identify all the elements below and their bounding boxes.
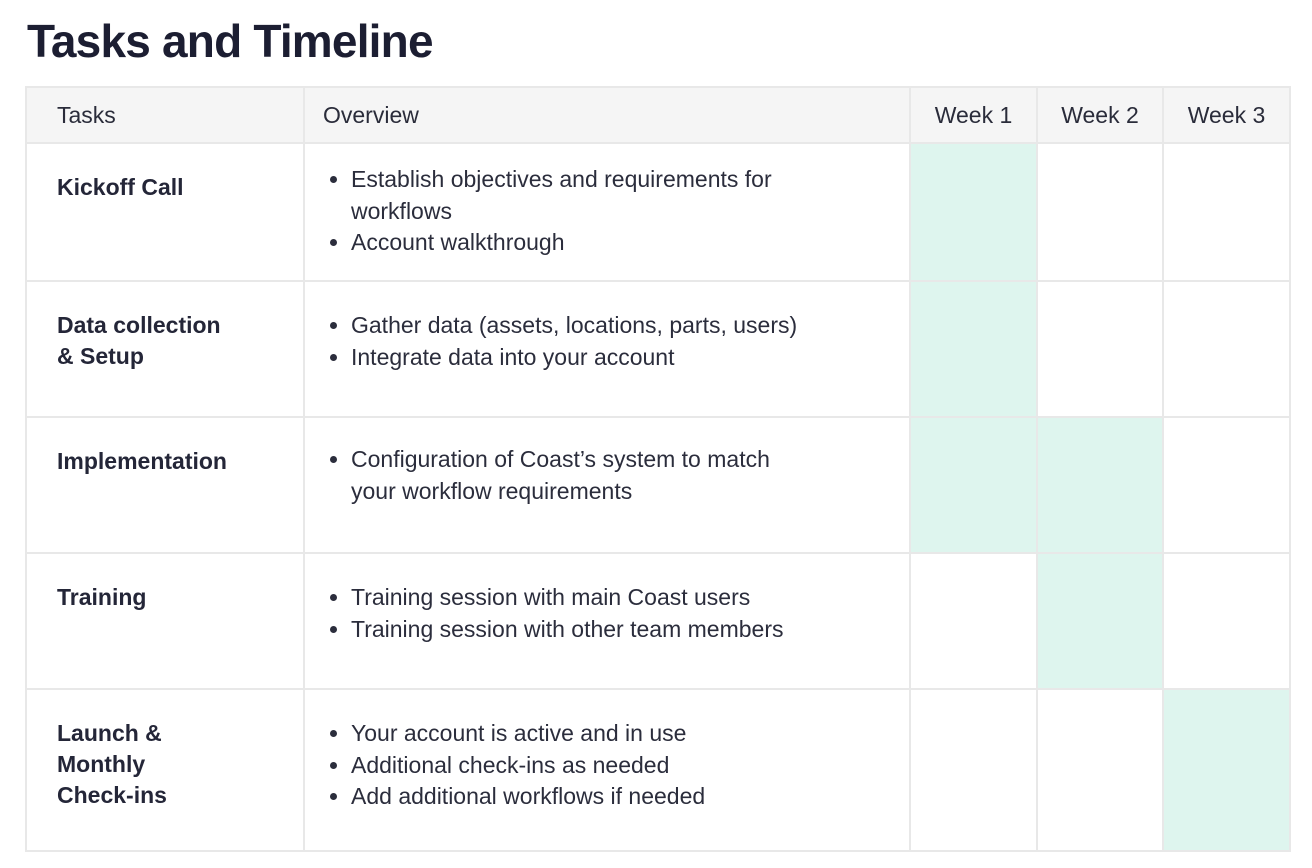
overview-cell: Configuration of Coast’s system to match…	[303, 416, 911, 554]
task-name: Training	[25, 552, 305, 690]
task-name: Implementation	[25, 416, 305, 554]
list-item: Establish objectives and requirements fo…	[351, 164, 791, 227]
list-item: Training session with main Coast users	[351, 582, 893, 614]
list-item: Training session with other team members	[351, 614, 893, 646]
week-2-cell	[1036, 280, 1164, 418]
overview-list: Gather data (assets, locations, parts, u…	[325, 310, 893, 373]
overview-list: Establish objectives and requirements fo…	[325, 164, 893, 259]
table-row: Launch & Monthly Check-ins Your account …	[25, 688, 1291, 852]
list-item: Your account is active and in use	[351, 718, 893, 750]
week-3-cell	[1162, 688, 1291, 852]
overview-cell: Gather data (assets, locations, parts, u…	[303, 280, 911, 418]
list-item: Integrate data into your account	[351, 342, 893, 374]
task-name: Data collection & Setup	[25, 280, 305, 418]
table-row: Data collection & Setup Gather data (ass…	[25, 280, 1291, 418]
overview-list: Your account is active and in use Additi…	[325, 718, 893, 813]
table-row: Kickoff Call Establish objectives and re…	[25, 142, 1291, 282]
tasks-timeline-table: Tasks Overview Week 1 Week 2 Week 3 Kick…	[25, 86, 1291, 852]
table-row: Implementation Configuration of Coast’s …	[25, 416, 1291, 554]
column-header-tasks: Tasks	[25, 86, 305, 144]
table-header-row: Tasks Overview Week 1 Week 2 Week 3	[25, 86, 1291, 144]
week-3-cell	[1162, 552, 1291, 690]
week-2-cell	[1036, 688, 1164, 852]
list-item: Configuration of Coast’s system to match…	[351, 444, 791, 507]
week-1-cell	[909, 688, 1038, 852]
list-item: Additional check-ins as needed	[351, 750, 893, 782]
column-header-week-2: Week 2	[1036, 86, 1164, 144]
task-name: Kickoff Call	[25, 142, 305, 282]
page-title: Tasks and Timeline	[27, 15, 434, 67]
overview-cell: Your account is active and in use Additi…	[303, 688, 911, 852]
overview-cell: Training session with main Coast users T…	[303, 552, 911, 690]
list-item: Gather data (assets, locations, parts, u…	[351, 310, 893, 342]
week-3-cell	[1162, 142, 1291, 282]
column-header-overview: Overview	[303, 86, 911, 144]
task-name: Launch & Monthly Check-ins	[25, 688, 305, 852]
week-1-cell	[909, 280, 1038, 418]
overview-cell: Establish objectives and requirements fo…	[303, 142, 911, 282]
week-1-cell	[909, 416, 1038, 554]
week-3-cell	[1162, 416, 1291, 554]
week-2-cell	[1036, 416, 1164, 554]
overview-list: Training session with main Coast users T…	[325, 582, 893, 645]
list-item: Account walkthrough	[351, 227, 893, 259]
list-item: Add additional workflows if needed	[351, 781, 893, 813]
table-row: Training Training session with main Coas…	[25, 552, 1291, 690]
column-header-week-1: Week 1	[909, 86, 1038, 144]
week-2-cell	[1036, 142, 1164, 282]
week-2-cell	[1036, 552, 1164, 690]
column-header-week-3: Week 3	[1162, 86, 1291, 144]
week-1-cell	[909, 552, 1038, 690]
week-1-cell	[909, 142, 1038, 282]
week-3-cell	[1162, 280, 1291, 418]
overview-list: Configuration of Coast’s system to match…	[325, 444, 893, 507]
